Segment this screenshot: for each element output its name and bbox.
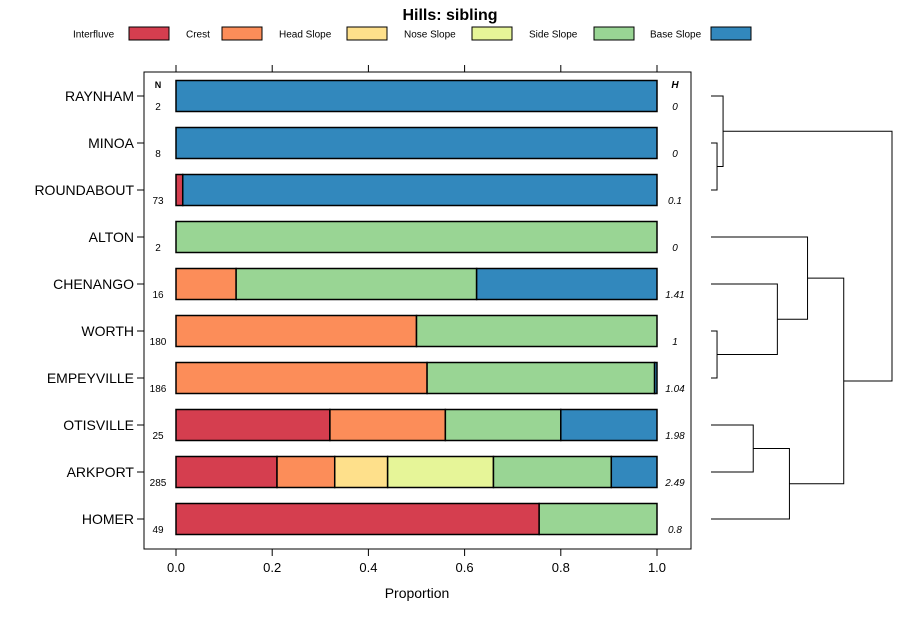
x-tick-label-3: 0.6: [456, 560, 474, 575]
legend-label-1: Crest: [186, 30, 210, 41]
bar-segment-arkport-base-slope: [610, 455, 658, 489]
bar-segment-otisville-interfluve: [175, 408, 331, 442]
h-header: H: [671, 80, 679, 91]
x-tick-label-4: 0.8: [552, 560, 570, 575]
bar-segment-homer-interfluve: [175, 502, 540, 536]
h-value-arkport: 2.49: [664, 478, 685, 489]
dendrogram-link-5: [711, 424, 754, 473]
n-value-chenango: 16: [152, 290, 164, 301]
h-value-homer: 0.8: [668, 525, 682, 536]
axes: 0.0 0.2 0.4 0.6 0.8 1.0 RAYNHAM MINOA ROUNDABOUT…: [34, 65, 666, 575]
bar-segment-arkport-head-slope: [333, 455, 389, 489]
n-value-worth: 180: [150, 337, 167, 348]
bar-segment-otisville-crest: [329, 408, 447, 442]
n-value-otisville: 25: [152, 431, 164, 442]
bar-segment-empeyville-side-slope: [426, 361, 656, 395]
legend-swatch-1: [221, 26, 263, 41]
y-tick-label-0: RAYNHAM: [65, 88, 134, 104]
y-tick-label-7: OTISVILLE: [63, 417, 134, 433]
dendrogram: [711, 95, 893, 520]
y-tick-label-6: EMPEYVILLE: [47, 370, 134, 386]
bar-segment-arkport-crest: [276, 455, 336, 489]
bar-segment-arkport-nose-slope: [386, 455, 495, 489]
h-value-chenango: 1.41: [665, 290, 684, 301]
legend-label-5: Base Slope: [650, 30, 702, 41]
legend-label-0: Interfluve: [73, 30, 115, 41]
n-value-empeyville: 186: [150, 384, 167, 395]
bar-segment-worth-side-slope: [415, 314, 658, 348]
dendrogram-link-8: [723, 130, 893, 382]
n-value-minoa: 8: [155, 149, 161, 160]
y-tick-label-9: HOMER: [82, 511, 134, 527]
x-tick-label-5: 1.0: [648, 560, 666, 575]
n-header: N: [155, 80, 162, 90]
h-value-otisville: 1.98: [665, 431, 685, 442]
legend-swatch-0: [128, 26, 170, 41]
chart-title: Hills: sibling: [402, 7, 497, 24]
h-value-worth: 1: [672, 337, 678, 348]
dendrogram-link-0: [711, 142, 718, 191]
legend-swatch-4: [593, 26, 635, 41]
bar-segment-arkport-interfluve: [175, 455, 278, 489]
h-value-minoa: 0: [672, 149, 678, 160]
h-value-raynham: 0: [672, 102, 678, 113]
bar-segment-roundabout-base-slope: [181, 173, 658, 207]
y-tick-label-4: CHENANGO: [53, 276, 134, 292]
n-value-raynham: 2: [155, 102, 161, 113]
legend-swatch-5: [710, 26, 752, 41]
bars: [175, 79, 658, 536]
row-annotations: N H 2 0 8 0 73 0.1 2 0 16 1.41 180 1 186 1.04 25 1.98 285 2…: [150, 80, 686, 536]
x-axis-label: Proportion: [385, 585, 450, 601]
y-tick-label-3: ALTON: [89, 229, 134, 245]
plot-frame: [143, 71, 692, 550]
dendrogram-link-4: [711, 236, 809, 320]
legend-label-2: Head Slope: [279, 30, 332, 41]
bar-segment-chenango-base-slope: [475, 267, 658, 301]
bar-segment-roundabout-interfluve: [175, 173, 184, 207]
bar-segment-empeyville-crest: [175, 361, 428, 395]
legend: Interfluve Crest Head Slope Nose Slope Side …: [73, 26, 752, 41]
h-value-roundabout: 0.1: [668, 196, 682, 207]
y-tick-label-2: ROUNDABOUT: [34, 182, 134, 198]
y-tick-label-8: ARKPORT: [67, 464, 135, 480]
y-tick-label-1: MINOA: [88, 135, 135, 151]
bar-segment-raynham-base-slope: [175, 79, 658, 113]
y-tick-label-5: WORTH: [81, 323, 134, 339]
bar-segment-worth-crest: [175, 314, 418, 348]
dendrogram-link-3: [711, 283, 778, 355]
bar-segment-homer-side-slope: [538, 502, 658, 536]
bar-segment-arkport-side-slope: [492, 455, 613, 489]
x-tick-label-0: 0.0: [167, 560, 185, 575]
n-value-arkport: 285: [150, 478, 167, 489]
x-tick-label-2: 0.4: [359, 560, 377, 575]
legend-label-4: Side Slope: [529, 30, 578, 41]
n-value-roundabout: 73: [152, 196, 164, 207]
x-tick-label-1: 0.2: [263, 560, 281, 575]
bar-segment-alton-side-slope: [175, 220, 658, 254]
bar-segment-otisville-side-slope: [444, 408, 562, 442]
bar-segment-minoa-base-slope: [175, 126, 658, 160]
h-value-empeyville: 1.04: [665, 384, 685, 395]
bar-segment-otisville-base-slope: [560, 408, 658, 442]
bar-segment-empeyville-base-slope: [653, 361, 658, 395]
dendrogram-link-7: [789, 277, 845, 485]
n-value-alton: 2: [155, 243, 161, 254]
bar-segment-chenango-side-slope: [235, 267, 478, 301]
h-value-alton: 0: [672, 243, 678, 254]
legend-swatch-3: [471, 26, 513, 41]
legend-label-3: Nose Slope: [404, 30, 456, 41]
n-value-homer: 49: [152, 525, 164, 536]
bar-segment-chenango-crest: [175, 267, 237, 301]
dendrogram-link-6: [711, 448, 790, 520]
legend-swatch-2: [346, 26, 388, 41]
dendrogram-link-2: [711, 330, 718, 379]
